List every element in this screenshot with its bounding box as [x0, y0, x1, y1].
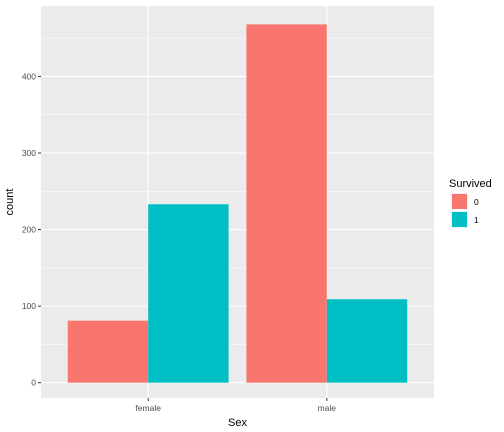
y-tick-label: 300 — [22, 148, 36, 158]
legend-label-0: 0 — [474, 197, 479, 207]
bar-female-survived-0 — [67, 320, 149, 383]
bar-female-survived-1 — [148, 204, 229, 383]
y-tick-label: 200 — [22, 225, 36, 235]
legend-items: 01 — [451, 193, 479, 228]
legend-swatch-0 — [452, 194, 467, 209]
bar-male-survived-1 — [326, 299, 408, 383]
legend-swatch-1 — [452, 212, 467, 227]
x-tick-label: male — [318, 403, 337, 413]
y-axis-ticks: 0 100 200 300 400 — [22, 71, 41, 388]
x-axis-ticks: female male — [135, 398, 336, 413]
legend-title: Survived — [449, 178, 492, 190]
y-tick-label: 400 — [22, 71, 36, 81]
y-axis-title: count — [4, 189, 16, 216]
y-tick-label: 0 — [31, 378, 36, 388]
y-tick-label: 100 — [22, 301, 36, 311]
x-tick-label: female — [135, 403, 161, 413]
legend: Survived 01 — [449, 178, 492, 228]
bars — [67, 24, 408, 383]
bar-male-survived-0 — [246, 24, 327, 383]
legend-label-1: 1 — [474, 215, 479, 225]
x-axis-title: Sex — [228, 417, 247, 429]
